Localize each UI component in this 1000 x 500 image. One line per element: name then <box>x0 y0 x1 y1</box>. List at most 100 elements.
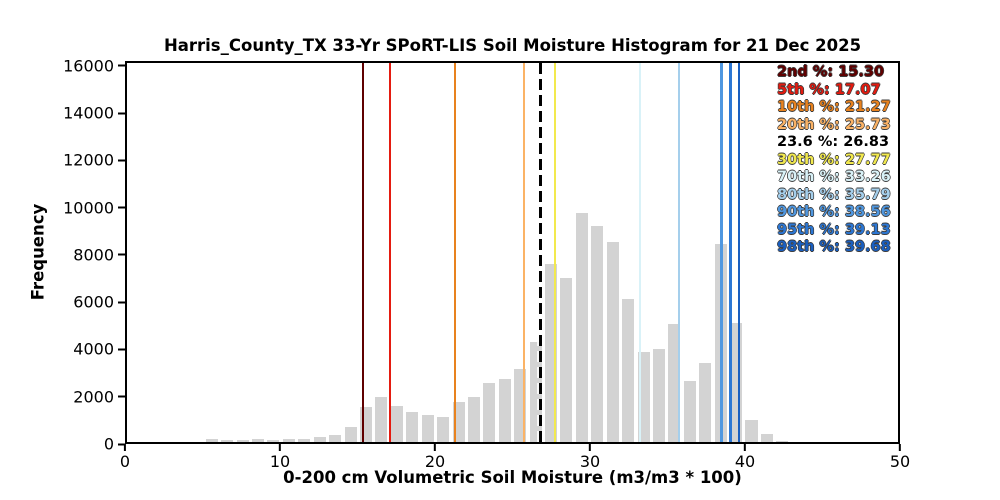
x-tick-30: 30 <box>580 444 600 471</box>
tick-mark <box>118 159 125 162</box>
percentile-line-95th <box>729 63 732 442</box>
chart-title: Harris_County_TX 33-Yr SPoRT-LIS Soil Mo… <box>163 36 862 55</box>
tick-label: 20 <box>424 452 446 471</box>
histogram-bar <box>560 277 573 442</box>
histogram-bar <box>776 441 789 442</box>
tick-label: 8000 <box>73 245 114 265</box>
histogram-bar <box>375 396 388 442</box>
histogram-bar <box>622 299 635 442</box>
percentile-line-23.6 <box>537 63 545 442</box>
percentile-lines <box>127 63 898 442</box>
histogram-bar <box>606 241 619 442</box>
tick-mark <box>278 444 281 451</box>
histogram-bar <box>252 439 265 442</box>
y-tick-6000: 6000 <box>73 293 125 312</box>
legend-entry-10th: 10th %: 21.27 <box>777 99 891 115</box>
x-tick-10: 10 <box>270 444 290 471</box>
histogram-bar <box>699 362 712 442</box>
histogram-bar <box>344 426 357 442</box>
legend-entry-95th: 95th %: 39.13 <box>777 221 891 238</box>
x-tick-0: 0 <box>120 444 130 471</box>
y-tick-16000: 16000 <box>63 56 125 75</box>
histogram-bar <box>467 396 480 442</box>
histogram-bar <box>390 406 403 442</box>
legend-entry-90th: 90th %: 38.56 <box>777 204 891 220</box>
tick-mark <box>898 444 901 451</box>
histogram-bar <box>406 411 419 442</box>
histogram-bar <box>267 439 280 442</box>
tick-mark <box>118 253 125 256</box>
histogram-bar <box>313 437 326 442</box>
tick-label: 2000 <box>73 387 114 407</box>
tick-mark <box>433 444 436 451</box>
y-tick-8000: 8000 <box>73 245 125 264</box>
tick-label: 16000 <box>63 56 114 76</box>
percentile-line-80th <box>677 63 681 442</box>
tick-mark <box>118 348 125 351</box>
y-tick-12000: 12000 <box>63 151 125 170</box>
histogram-bar <box>668 323 681 442</box>
y-tick-0: 0 <box>104 435 125 454</box>
percentile-line-20th <box>522 63 525 442</box>
tick-mark <box>118 112 125 115</box>
histogram-bar <box>575 212 588 442</box>
histogram-bar <box>760 434 773 442</box>
x-axis-label: 0-200 cm Volumetric Soil Moisture (m3/m3… <box>283 468 742 487</box>
tick-label: 30 <box>579 452 601 471</box>
histogram-bar <box>498 379 511 442</box>
y-tick-14000: 14000 <box>63 104 125 123</box>
histogram-bar <box>298 438 311 442</box>
percentile-line-5th <box>388 63 392 442</box>
histogram-bar <box>421 415 434 442</box>
percentile-line-10th <box>453 63 457 442</box>
legend-entry-2nd: 2nd %: 15.30 <box>777 64 885 80</box>
percentile-line-2nd <box>361 63 365 442</box>
tick-label: 40 <box>734 452 756 471</box>
histogram-bar <box>437 417 450 442</box>
histogram-bar <box>652 349 665 442</box>
legend-entry-30th: 30th %: 27.77 <box>777 151 891 168</box>
tick-label: 10 <box>269 452 291 471</box>
tick-label: 6000 <box>73 292 114 312</box>
tick-mark <box>588 444 591 451</box>
x-tick-40: 40 <box>735 444 755 471</box>
tick-label: 4000 <box>73 339 114 359</box>
tick-label: 14000 <box>63 103 114 123</box>
histogram-bar <box>730 323 743 442</box>
histogram-bar <box>236 439 249 442</box>
histogram-bar <box>329 435 342 442</box>
y-axis-ticks: 0 2000 4000 6000 8000 10000 12000 14000 16000 <box>0 56 125 454</box>
legend-entry-20th: 20th %: 25.73 <box>777 116 891 133</box>
legend-entry-23.6: 23.6 %: 26.83 <box>777 134 890 150</box>
percentile-line-70th <box>638 63 642 442</box>
tick-label: 50 <box>889 452 911 471</box>
histogram-bar <box>591 225 604 442</box>
tick-label: 0 <box>103 434 114 454</box>
y-tick-2000: 2000 <box>73 387 125 406</box>
histogram-bar <box>745 419 758 442</box>
percentile-line-30th <box>553 63 557 442</box>
legend-entry-98th: 98th %: 39.68 <box>777 239 891 255</box>
tick-mark <box>118 301 125 304</box>
tick-label: 0 <box>119 452 131 471</box>
legend-entry-70th: 70th %: 33.26 <box>777 169 891 185</box>
tick-mark <box>118 64 125 67</box>
y-tick-10000: 10000 <box>63 198 125 217</box>
percentile-line-90th <box>720 63 723 442</box>
y-tick-4000: 4000 <box>73 340 125 359</box>
percentile-line-98th <box>737 63 741 442</box>
x-axis-ticks: 0 10 20 30 40 50 <box>120 444 910 490</box>
x-tick-20: 20 <box>425 444 445 471</box>
legend: 2nd %: 15.30 5th %: 17.07 10th %: 21.27 20t… <box>777 64 891 257</box>
legend-entry-80th: 80th %: 35.79 <box>777 186 891 203</box>
dashed-line-core <box>539 63 543 442</box>
tick-mark <box>743 444 746 451</box>
plot-area: 2nd %: 15.30 5th %: 17.07 10th %: 21.27 20t… <box>125 61 900 444</box>
tick-label: 12000 <box>63 150 114 170</box>
legend-entry-5th: 5th %: 17.07 <box>777 81 881 98</box>
histogram-bar <box>221 440 234 442</box>
tick-label: 10000 <box>63 198 114 218</box>
x-tick-50: 50 <box>890 444 910 471</box>
tick-mark <box>124 444 126 451</box>
